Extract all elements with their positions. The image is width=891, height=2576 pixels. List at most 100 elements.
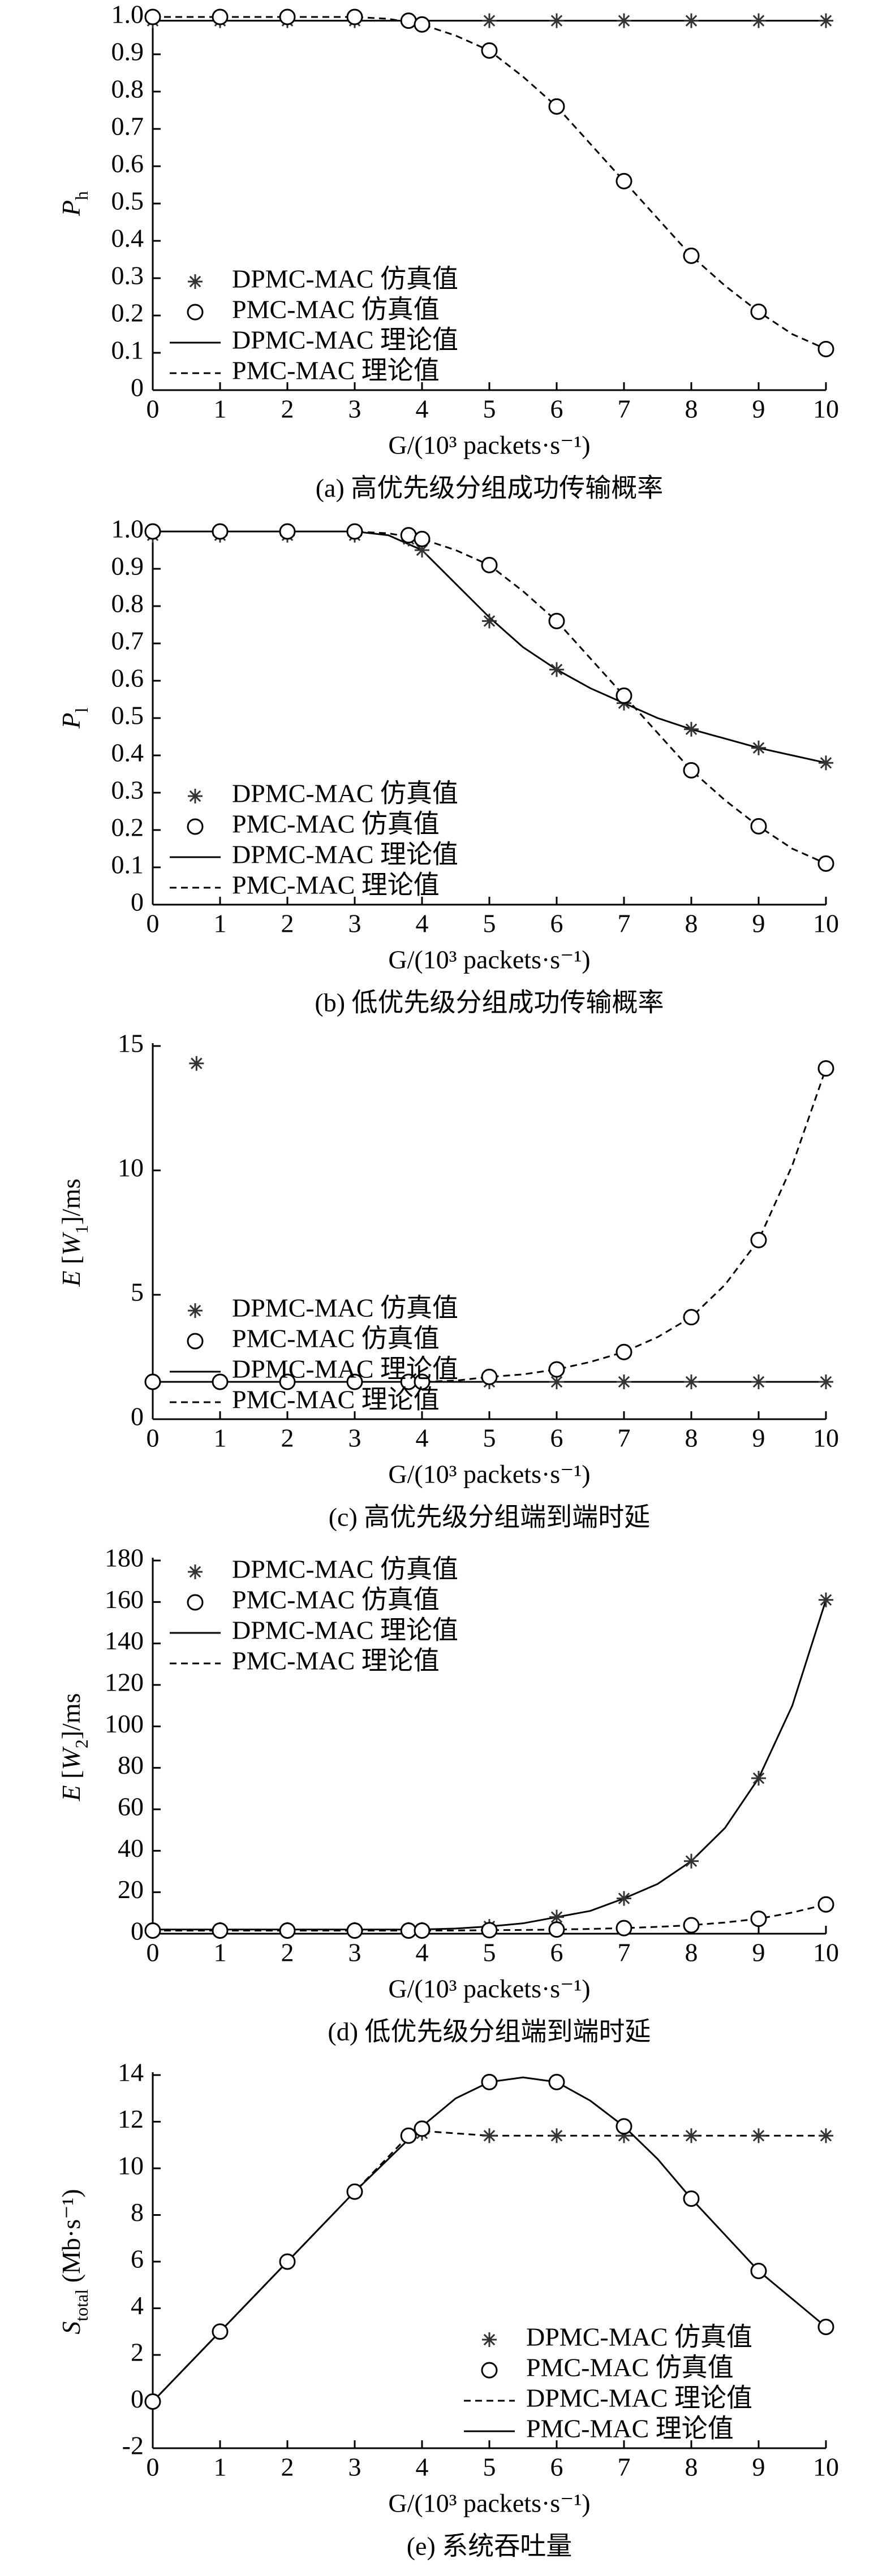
caption: (d) 低优先级分组端到端时延 xyxy=(328,2017,651,2046)
x-tick-label: 4 xyxy=(416,909,429,938)
star-marker xyxy=(751,13,766,28)
circle-marker xyxy=(414,1922,431,1939)
y-tick-label: 1.0 xyxy=(111,515,144,543)
x-tick-label: 5 xyxy=(483,1938,496,1967)
star-marker xyxy=(188,1303,203,1318)
circle-marker xyxy=(750,1231,767,1248)
star-marker xyxy=(549,2128,564,2143)
x-tick-label: 4 xyxy=(416,395,429,423)
y-tick-label: 0.3 xyxy=(111,261,144,290)
circle-marker xyxy=(481,556,498,573)
y-axis-label-part: [ xyxy=(57,1770,85,1786)
y-tick-label: 0.1 xyxy=(111,850,144,879)
legend-label: DPMC-MAC 理论值 xyxy=(232,1616,458,1645)
y-axis-label-part: ]/ms xyxy=(57,1693,85,1739)
x-tick-label: 10 xyxy=(813,2453,839,2482)
circle-marker xyxy=(187,818,204,835)
star-marker xyxy=(819,755,833,771)
circle-marker xyxy=(817,1060,834,1077)
y-tick-label: 20 xyxy=(118,1875,144,1904)
legend-label: PMC-MAC 仿真值 xyxy=(232,1324,440,1353)
x-tick-label: 7 xyxy=(618,1424,631,1453)
x-tick-label: 2 xyxy=(281,2453,294,2482)
caption: (e) 系统吞吐量 xyxy=(407,2532,573,2561)
legend-label: DPMC-MAC 仿真值 xyxy=(526,2323,752,2352)
circle-marker xyxy=(683,762,700,779)
x-axis-label: G/(10³ packets·s⁻¹) xyxy=(388,1460,590,1489)
x-tick-label: 0 xyxy=(147,395,160,423)
legend-label: DPMC-MAC 仿真值 xyxy=(232,779,458,808)
circle-marker xyxy=(212,2323,229,2340)
circle-marker xyxy=(212,523,229,540)
legend-label: PMC-MAC 理论值 xyxy=(232,356,440,385)
y-tick-label: 0.1 xyxy=(111,336,144,365)
circle-marker xyxy=(817,2319,834,2335)
circle-marker xyxy=(750,818,767,835)
y-axis-label-part: total xyxy=(71,2289,92,2322)
star-marker xyxy=(751,1771,766,1786)
y-tick-label: 0 xyxy=(131,2384,144,2413)
star-marker xyxy=(617,1891,631,1906)
x-tick-label: 8 xyxy=(685,2453,698,2482)
x-axis-label: G/(10³ packets·s⁻¹) xyxy=(388,431,590,460)
circle-marker xyxy=(750,2263,767,2279)
x-tick-label: 5 xyxy=(483,909,496,938)
circle-marker xyxy=(346,1922,363,1939)
x-tick-label: 9 xyxy=(752,909,765,938)
y-axis-label: Stotal (Mb·s⁻¹) xyxy=(57,2189,92,2334)
y-tick-label: 0 xyxy=(131,373,144,402)
x-tick-label: 6 xyxy=(550,1424,563,1453)
x-tick-label: 1 xyxy=(214,1938,227,1967)
star-marker xyxy=(617,2128,631,2143)
y-tick-label: 14 xyxy=(118,2058,144,2087)
y-axis-label: E [W1]/ms xyxy=(57,1178,92,1287)
circle-marker xyxy=(279,1373,296,1390)
circle-marker xyxy=(615,172,632,189)
series-line xyxy=(153,530,827,865)
circle-marker xyxy=(400,527,417,544)
circle-marker xyxy=(750,303,767,320)
circle-marker xyxy=(414,530,431,547)
legend-label: PMC-MAC 仿真值 xyxy=(232,295,440,324)
y-tick-label: 160 xyxy=(105,1585,144,1614)
star-marker xyxy=(549,662,564,677)
circle-marker xyxy=(144,523,161,540)
x-tick-label: 10 xyxy=(813,1938,839,1967)
star-marker xyxy=(617,13,631,28)
circle-marker xyxy=(548,98,565,115)
x-tick-label: 4 xyxy=(416,2453,429,2482)
star-marker xyxy=(482,613,497,629)
x-tick-label: 7 xyxy=(618,1938,631,1967)
y-axis-label-part: 1 xyxy=(71,1225,92,1234)
x-tick-label: 3 xyxy=(348,1424,361,1453)
circle-marker xyxy=(187,1594,204,1611)
circle-marker xyxy=(683,1917,700,1934)
series-line xyxy=(153,1068,827,1383)
star-marker xyxy=(482,13,497,28)
star-marker xyxy=(482,2332,497,2347)
circle-marker xyxy=(212,1373,229,1390)
circle-marker xyxy=(817,1896,834,1913)
legend-label: PMC-MAC 仿真值 xyxy=(232,1585,440,1614)
x-tick-label: 7 xyxy=(618,909,631,938)
series-line xyxy=(153,530,827,764)
x-tick-label: 2 xyxy=(281,909,294,938)
y-tick-label: 60 xyxy=(118,1792,144,1821)
legend-label: PMC-MAC 仿真值 xyxy=(526,2353,734,2382)
star-marker xyxy=(819,2128,833,2143)
y-tick-label: 100 xyxy=(105,1709,144,1738)
y-tick-label: 120 xyxy=(105,1668,144,1697)
y-axis-label-part: E xyxy=(57,1270,85,1287)
y-tick-label: 140 xyxy=(105,1626,144,1655)
legend-label: PMC-MAC 仿真值 xyxy=(232,810,440,839)
circle-marker xyxy=(144,1922,161,1939)
circle-marker xyxy=(481,1368,498,1385)
y-tick-label: 10 xyxy=(118,1153,144,1182)
circle-marker xyxy=(481,2073,498,2090)
y-tick-label: 0.2 xyxy=(111,813,144,842)
circle-marker xyxy=(548,2073,565,2090)
x-tick-label: 8 xyxy=(685,395,698,423)
y-tick-label: 6 xyxy=(131,2245,144,2274)
x-tick-label: 6 xyxy=(550,2453,563,2482)
star-marker xyxy=(549,1375,564,1389)
